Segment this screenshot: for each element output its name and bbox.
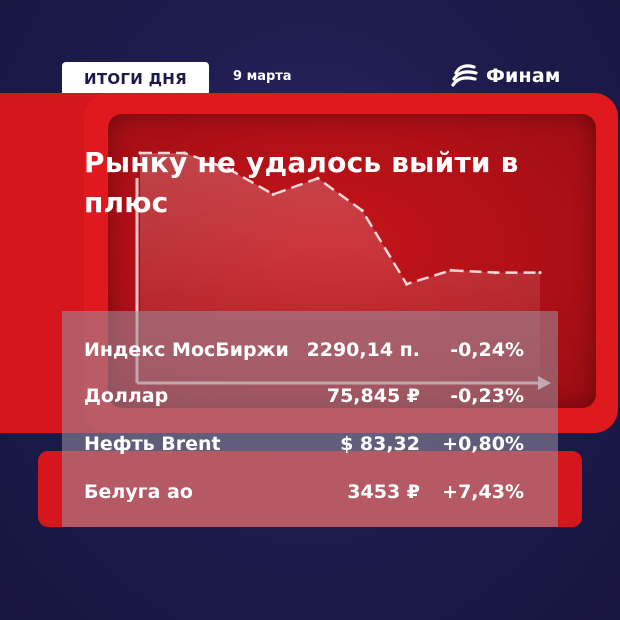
trend-point [316, 176, 320, 180]
instrument-name: Доллар [84, 385, 169, 407]
instrument-change: -0,23% [450, 385, 524, 407]
instrument-value: 3453 ₽ [347, 481, 420, 503]
instrument-name: Нефть Brent [84, 433, 221, 455]
instrument-name: Индекс МосБиржи [84, 339, 289, 361]
trend-point [360, 208, 364, 213]
trend-point [449, 268, 453, 272]
trend-point [405, 282, 409, 286]
trend-point [271, 192, 275, 196]
table-row: Белуга ао 3453 ₽ +7,43% [62, 469, 558, 515]
date-label: 9 марта [233, 69, 292, 84]
instrument-change: -0,24% [450, 339, 524, 361]
trend-point [538, 271, 542, 275]
trend-point [182, 151, 187, 155]
trend-point [493, 271, 498, 275]
trend-point [227, 167, 231, 171]
instrument-value: 2290,14 п. [306, 339, 421, 361]
finam-logo-icon [451, 64, 478, 87]
instrument-change: +7,43% [442, 481, 524, 503]
headline: Рынку не удалось выйти в плюс [84, 146, 519, 219]
instrument-value: 75,845 ₽ [326, 385, 420, 407]
instrument-change: +0,80% [442, 433, 524, 455]
trend-line [140, 151, 540, 286]
instrument-value: $ 83,32 [340, 433, 420, 455]
trend-point [138, 151, 142, 155]
brand-name: Финам [486, 65, 561, 87]
quotes-panel: Индекс МосБиржи 2290,14 п. -0,24% Доллар… [62, 311, 558, 527]
daily-summary-tag: ИТОГИ ДНЯ [62, 62, 209, 96]
table-row: Доллар 75,845 ₽ -0,23% [62, 373, 558, 419]
table-row: Индекс МосБиржи 2290,14 п. -0,24% [62, 327, 558, 373]
table-row: Нефть Brent $ 83,32 +0,80% [62, 421, 558, 467]
instrument-name: Белуга ао [84, 481, 193, 503]
brand-logo: Финам [450, 60, 561, 92]
